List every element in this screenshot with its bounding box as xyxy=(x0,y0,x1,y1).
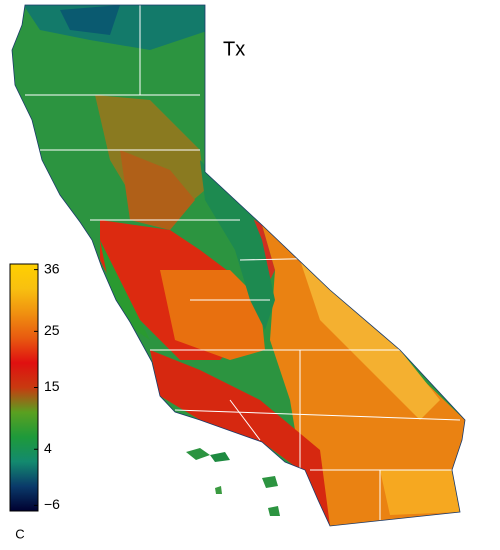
map-title: Tx xyxy=(223,38,245,60)
colorbar-tick-label: −6 xyxy=(44,496,60,512)
colorbar-unit: C xyxy=(15,526,24,541)
colorbar-tick-label: 36 xyxy=(44,260,60,276)
colorbar-tick-label: 25 xyxy=(44,322,60,338)
colorbar xyxy=(9,263,39,512)
colorbar-tick-label: 15 xyxy=(44,378,60,394)
islands xyxy=(186,448,280,516)
colorbar-tick-label: 4 xyxy=(44,440,52,456)
state-outline xyxy=(11,4,466,527)
